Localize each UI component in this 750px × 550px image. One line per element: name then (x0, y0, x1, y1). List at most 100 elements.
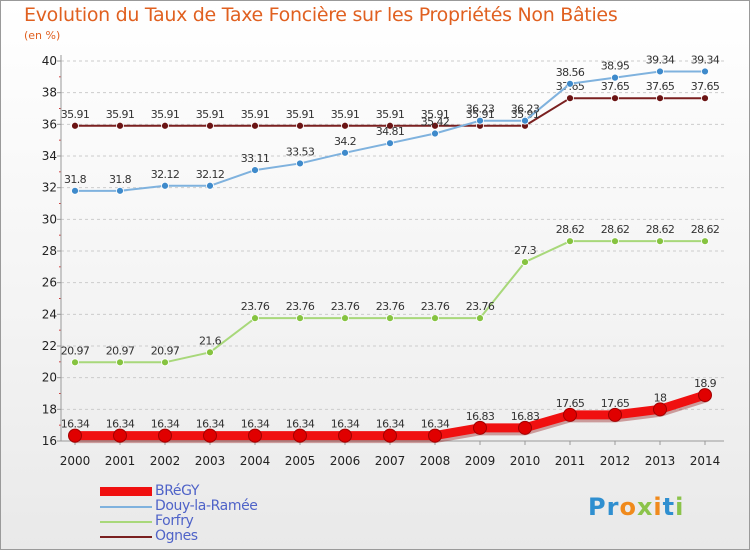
logo-letter: o (619, 493, 637, 521)
chart-title: Evolution du Taux de Taxe Foncière sur l… (24, 4, 618, 26)
data-point (566, 237, 574, 246)
data-label: 37.65 (601, 80, 630, 93)
data-point (251, 166, 259, 174)
data-point (566, 79, 574, 88)
data-point (161, 121, 169, 130)
data-point (71, 186, 79, 195)
data-label: 35.91 (61, 108, 90, 121)
data-label: 34.81 (376, 125, 405, 138)
x-tick-label: 2000 (60, 454, 91, 468)
data-label: 23.76 (241, 300, 270, 313)
data-label: 31.8 (64, 173, 87, 186)
data-point (611, 237, 619, 246)
proxiti-logo: Proxiti (588, 493, 684, 521)
data-point (701, 237, 709, 246)
data-point (206, 348, 214, 357)
data-point (431, 314, 439, 323)
data-point (68, 428, 82, 443)
legend-swatch (100, 487, 152, 496)
data-label: 39.34 (646, 53, 675, 66)
data-label: 23.76 (376, 300, 405, 313)
data-label: 28.62 (556, 223, 585, 236)
data-label: 16.34 (376, 418, 405, 431)
data-point (206, 181, 214, 190)
y-tick-label: 20 (42, 371, 57, 385)
data-label: 35.91 (421, 108, 450, 121)
data-point (71, 121, 79, 130)
logo-letter: i (653, 493, 663, 521)
data-label: 23.76 (331, 300, 360, 313)
legend-label: Douy-la-Ramée (155, 498, 258, 514)
data-point (563, 407, 577, 422)
data-point (251, 121, 259, 130)
y-tick-label: 24 (42, 307, 57, 321)
data-label: 38.56 (556, 66, 585, 79)
y-tick-label: 28 (42, 244, 57, 258)
x-tick-label: 2014 (690, 454, 721, 468)
data-label: 37.65 (646, 80, 675, 93)
data-label: 16.34 (151, 418, 180, 431)
logo-letter: i (675, 493, 685, 521)
data-point (611, 94, 619, 103)
data-label: 20.97 (106, 344, 135, 357)
data-label: 27.3 (514, 244, 537, 257)
data-point (476, 314, 484, 323)
data-point (116, 186, 124, 195)
data-label: 36.23 (511, 103, 540, 116)
y-tick-label: 22 (42, 339, 57, 353)
x-tick-label: 2002 (150, 454, 181, 468)
data-point (116, 121, 124, 130)
data-label: 16.34 (331, 418, 360, 431)
data-label: 16.83 (466, 410, 495, 423)
data-label: 17.65 (601, 397, 630, 410)
data-label: 16.83 (511, 410, 540, 423)
data-label: 17.65 (556, 397, 585, 410)
x-tick-label: 2011 (555, 454, 586, 468)
data-point (428, 428, 442, 443)
data-point (341, 148, 349, 157)
unit-label: (en %) (24, 29, 61, 42)
data-label: 33.11 (241, 152, 270, 165)
y-tick-label: 18 (42, 402, 57, 416)
data-label: 32.12 (151, 168, 180, 181)
data-point (608, 407, 622, 422)
data-label: 35.91 (196, 108, 225, 121)
data-label: 36.23 (466, 103, 495, 116)
legend-swatch (100, 506, 152, 508)
data-label: 35.91 (286, 108, 315, 121)
data-label: 18 (654, 391, 667, 404)
data-label: 23.76 (421, 300, 450, 313)
data-point (161, 358, 169, 367)
y-tick-label: 38 (42, 86, 57, 100)
logo-letter: x (636, 493, 654, 521)
x-tick-label: 2009 (465, 454, 496, 468)
data-point (341, 121, 349, 130)
data-label: 16.34 (196, 418, 225, 431)
data-label: 20.97 (61, 344, 90, 357)
data-label: 21.6 (199, 334, 222, 347)
data-point (476, 116, 484, 125)
data-label: 28.62 (646, 223, 675, 236)
y-tick-label: 16 (42, 434, 57, 448)
logo-letter: P (588, 493, 607, 521)
data-label: 20.97 (151, 344, 180, 357)
data-point (656, 67, 664, 76)
data-point (338, 428, 352, 443)
data-point (653, 402, 667, 417)
data-point (206, 121, 214, 130)
data-label: 18.9 (694, 377, 717, 390)
y-tick-label: 40 (42, 54, 57, 68)
logo-letter: t (662, 493, 676, 521)
data-point (701, 67, 709, 76)
data-point (158, 428, 172, 443)
data-point (611, 73, 619, 82)
data-label: 16.34 (61, 418, 90, 431)
y-tick-label: 30 (42, 212, 57, 226)
data-point (116, 358, 124, 367)
x-tick-label: 2006 (330, 454, 361, 468)
data-label: 34.2 (334, 135, 356, 148)
data-point (248, 428, 262, 443)
data-label: 35.91 (466, 108, 495, 121)
